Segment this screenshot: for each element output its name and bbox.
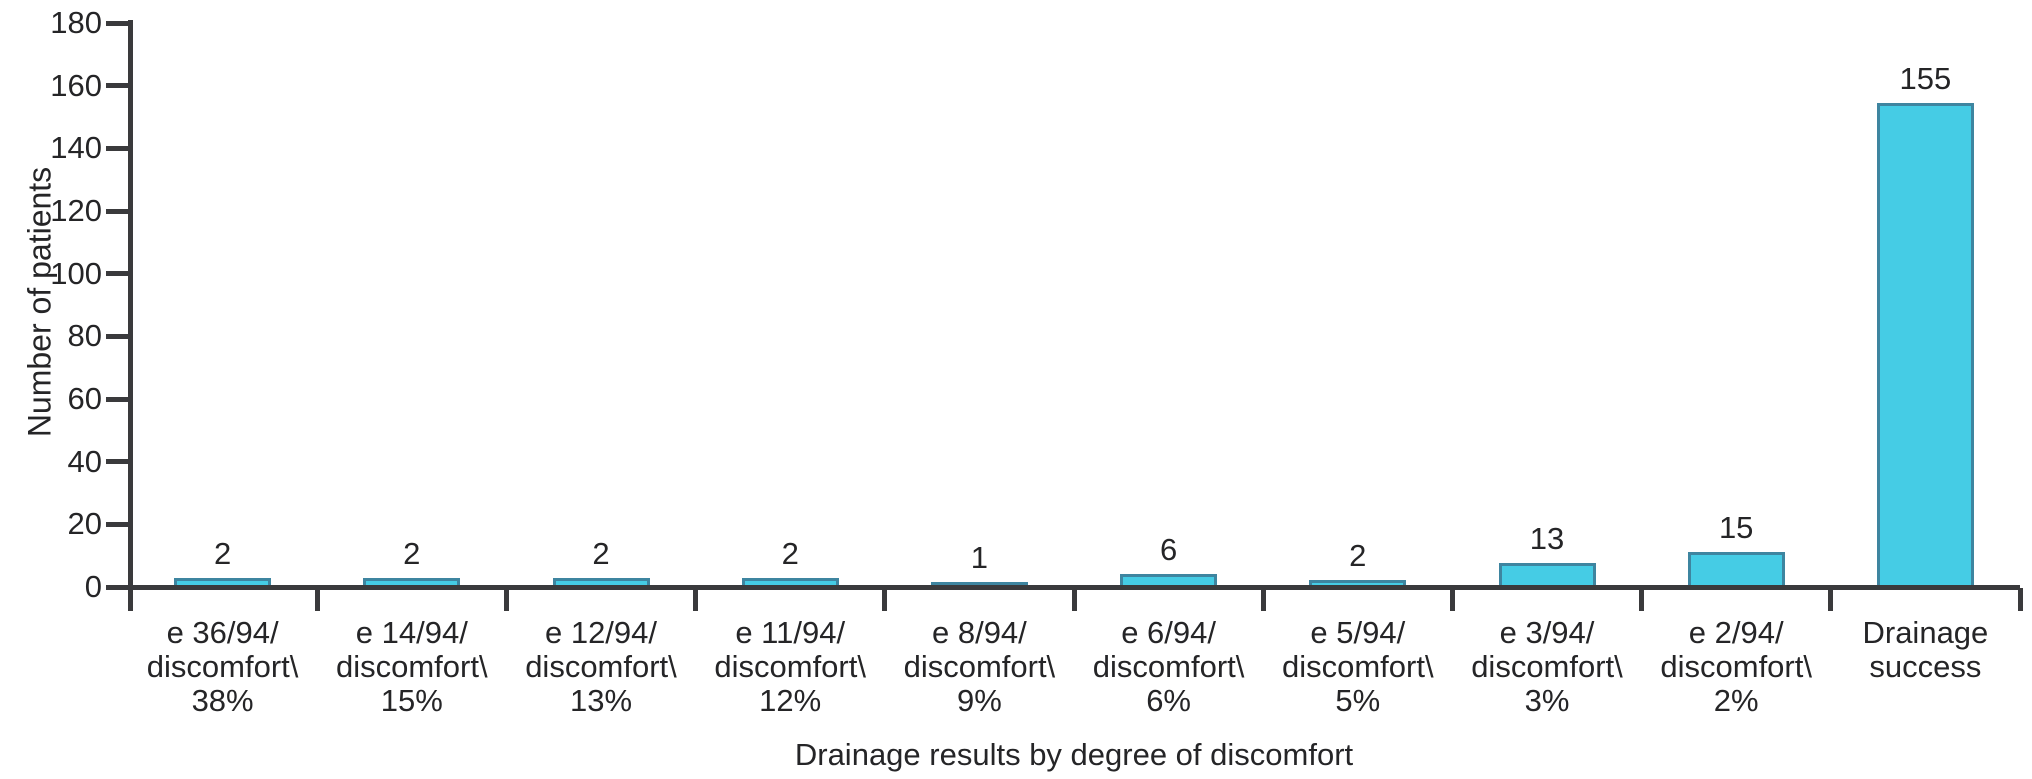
y-tick-label: 100 [50,255,102,291]
x-category-label: e 8/94/discomfort\ 9% [879,616,1079,718]
x-tick [1260,588,1266,611]
x-tick [314,588,320,611]
x-category-label-line: e 14/94/ [355,615,468,650]
x-category-label-line: 13% [569,683,633,718]
x-category-label-line: discomfort\ [1471,649,1623,684]
bar [1120,573,1218,587]
x-category-label-line: discomfort\ [714,649,866,684]
x-tick [1449,588,1455,611]
bar [741,577,839,587]
bar-value-label: 2 [213,535,232,571]
y-tick-label: 20 [67,506,102,542]
y-tick-label: 160 [50,67,102,103]
x-category-label-line: discomfort\ [146,649,299,684]
x-category-label: e 36/94/discomfort\ 38% [123,616,323,718]
x-category-label-line: 38% [191,683,254,718]
x-category-label: Drainage success [1825,616,2025,684]
y-tick [106,396,128,402]
x-category-label-line: e 11/94/ [735,615,846,650]
bar-value-label: 2 [781,535,799,571]
x-category-label-line: e 12/94/ [544,615,658,650]
x-tick [693,588,699,611]
x-category-label-line: e 3/94/ [1499,615,1595,650]
y-tick-label: 180 [50,5,102,40]
x-category-label: e 3/94/discomfort\ 3% [1447,616,1647,718]
x-category-label-line: discomfort\ [1092,649,1245,684]
bar-value-label: 15 [1718,509,1754,545]
x-category-label-line: 12% [759,683,822,718]
y-tick [106,208,128,214]
x-tick [503,588,509,611]
y-tick-label: 60 [67,381,102,416]
bar-value-label: 1 [970,539,989,575]
x-tick [1071,588,1077,611]
x-category-label-line: 15% [380,683,443,718]
y-tick [106,20,128,26]
y-tick [106,459,128,465]
bar-value-label: 13 [1529,520,1565,556]
x-category-label-line: 5% [1335,683,1381,718]
y-tick [106,83,128,89]
x-category-label-line: discomfort\ [1660,649,1812,684]
x-category-label-line: e 36/94/ [166,615,279,650]
y-tick [106,521,128,527]
x-category-label-line: discomfort\ [335,649,488,684]
x-axis-title: Drainage results by degree of discomfort [794,737,1354,772]
x-category-label-line: 9% [956,683,1002,718]
bar [930,581,1028,587]
x-category-label-line: Drainage [1862,615,1989,650]
y-tick [106,271,128,277]
bar [552,577,650,587]
x-tick [1828,588,1834,611]
bar-value-label: 155 [1899,60,1952,96]
x-category-label-line: 2% [1713,683,1759,718]
x-category-label-line: discomfort\ [1281,649,1434,684]
x-axis-line [128,585,2020,590]
bar [1876,102,1974,587]
x-tick [882,588,888,611]
x-category-label-line: e 2/94/ [1688,615,1784,650]
x-category-label: e 2/94/discomfort\ 2% [1636,616,1836,718]
x-category-label-line: discomfort\ [525,649,677,684]
x-category-label: e 5/94/discomfort\ 5% [1258,616,1458,718]
x-category-label: e 6/94/discomfort\ 6% [1069,616,1269,718]
bar-value-label: 2 [403,535,421,571]
x-category-label-line: 6% [1146,683,1191,718]
x-category-label-line: success [1869,649,1982,684]
x-category-label: e 12/94/discomfort\ 13% [501,616,701,718]
y-tick-label: 140 [50,130,102,166]
bar [174,577,272,587]
bar [363,577,461,587]
x-category-label: e 14/94/discomfort\ 15% [312,616,512,718]
bar-value-label: 2 [592,535,610,571]
x-tick [2017,588,2023,611]
bar-value-label: 2 [1349,538,1367,574]
x-category-label-line: e 6/94/ [1121,615,1216,650]
y-tick [106,584,128,590]
x-tick [1639,588,1645,611]
bar [1498,562,1596,587]
y-tick-label: 40 [67,443,102,479]
bar [1309,580,1407,587]
y-tick [106,145,128,151]
y-tick [106,333,128,339]
x-category-label-line: e 5/94/ [1310,615,1406,650]
y-axis-line [128,20,133,611]
x-category-label-line: e 8/94/ [931,615,1027,650]
y-tick-label: 80 [67,318,102,354]
bar [1687,551,1785,587]
x-category-label-line: 3% [1524,683,1570,718]
y-tick-label: 0 [84,569,102,604]
y-tick-label: 120 [50,193,102,228]
bar-value-label: 6 [1159,531,1178,567]
x-category-label: e 11/94/discomfort\ 12% [690,616,890,718]
x-category-label-line: discomfort\ [903,649,1056,684]
